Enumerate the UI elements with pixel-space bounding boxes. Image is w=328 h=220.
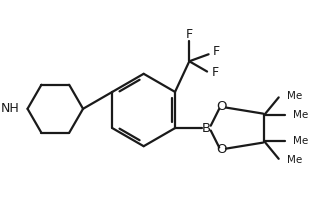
Text: Me: Me [293, 136, 309, 146]
Text: NH: NH [0, 102, 19, 115]
Text: F: F [212, 45, 219, 58]
Text: Me: Me [293, 110, 309, 120]
Text: Me: Me [287, 91, 302, 101]
Text: B: B [202, 122, 211, 135]
Text: O: O [216, 100, 227, 113]
Text: F: F [212, 66, 219, 79]
Text: O: O [216, 143, 227, 156]
Text: Me: Me [287, 155, 302, 165]
Text: F: F [186, 28, 193, 41]
